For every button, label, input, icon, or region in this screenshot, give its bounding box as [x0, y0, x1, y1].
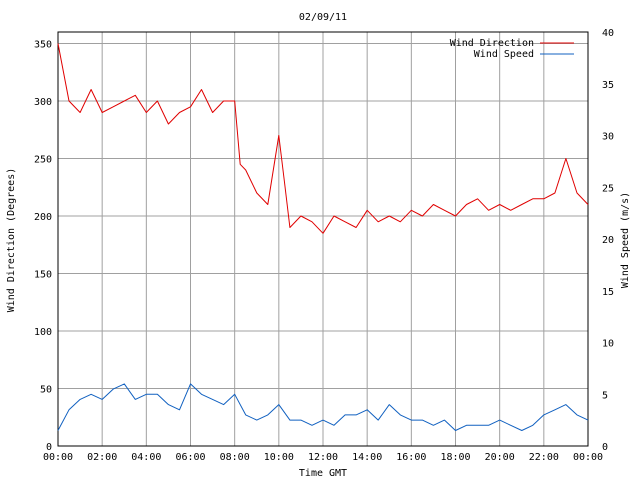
y-axis-left-label: Wind Direction (Degrees) — [6, 168, 17, 313]
y-right-ticks: 0 5 10 15 20 25 30 35 40 — [602, 28, 614, 453]
x-tick-label: 08:00 — [220, 452, 250, 463]
y-left-tick-label: 250 — [34, 155, 52, 166]
y-right-tick-label: 20 — [602, 235, 614, 246]
x-tick-label: 00:00 — [573, 452, 603, 463]
y-left-tick-label: 0 — [46, 442, 52, 453]
x-ticks: 00:00 02:00 04:00 06:00 08:00 10:00 12:00 14:00… — [43, 452, 603, 463]
y-right-tick-label: 10 — [602, 339, 614, 350]
y-left-tick-label: 150 — [34, 270, 52, 281]
y-left-tick-label: 350 — [34, 40, 52, 51]
chart-title: 02/09/11 — [299, 12, 347, 23]
y-right-tick-label: 15 — [602, 287, 614, 298]
y-right-tick-label: 35 — [602, 80, 614, 91]
y-left-tick-label: 100 — [34, 327, 52, 338]
x-tick-label: 00:00 — [43, 452, 73, 463]
x-tick-label: 22:00 — [529, 452, 559, 463]
legend-label-wind-speed: Wind Speed — [474, 49, 534, 60]
x-tick-label: 10:00 — [264, 452, 294, 463]
y-right-tick-label: 30 — [602, 132, 614, 143]
y-right-tick-label: 0 — [602, 442, 608, 453]
y-left-tick-label: 50 — [40, 385, 52, 396]
plot-frame — [57, 31, 589, 447]
x-tick-label: 18:00 — [440, 452, 470, 463]
x-tick-label: 12:00 — [308, 452, 338, 463]
x-axis-label: Time GMT — [299, 468, 347, 479]
y-right-tick-label: 40 — [602, 28, 614, 39]
x-tick-label: 14:00 — [352, 452, 382, 463]
series-line-wind-direction — [57, 43, 589, 234]
x-tick-label: 20:00 — [485, 452, 515, 463]
x-tick-label: 06:00 — [175, 452, 205, 463]
y-left-tick-label: 200 — [34, 212, 52, 223]
x-tick-label: 02:00 — [87, 452, 117, 463]
x-tick-label: 04:00 — [131, 452, 161, 463]
y-right-tick-label: 25 — [602, 183, 614, 194]
legend-label-wind-direction: Wind Direction — [450, 38, 534, 49]
y-left-ticks: 0 50 100 150 200 250 300 350 — [34, 40, 52, 454]
legend: Wind Direction Wind Speed — [450, 38, 574, 60]
series-layer — [57, 43, 589, 431]
x-tick-label: 16:00 — [396, 452, 426, 463]
gridlines — [58, 32, 588, 446]
series-line-wind-speed — [57, 383, 589, 431]
y-axis-right-label: Wind Speed (m/s) — [620, 192, 631, 288]
y-right-tick-label: 5 — [602, 390, 608, 401]
y-left-tick-label: 300 — [34, 97, 52, 108]
